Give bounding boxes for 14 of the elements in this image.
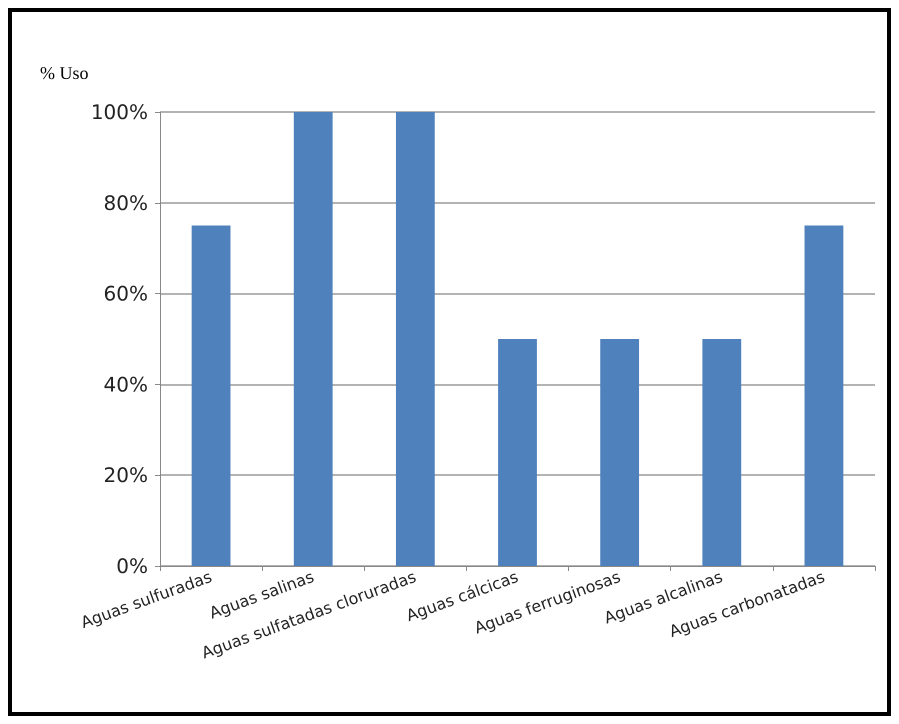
y-tick-label: 80%	[104, 190, 148, 215]
bar	[294, 112, 333, 566]
bar	[498, 339, 537, 566]
bar	[702, 339, 742, 566]
bar	[192, 226, 230, 566]
bar	[600, 339, 640, 566]
y-tick-label: 100%	[90, 100, 148, 124]
bar	[396, 112, 435, 566]
bar	[804, 226, 844, 566]
y-tick-label: 40%	[104, 372, 148, 396]
y-tick-label: 0%	[116, 554, 148, 578]
y-tick-label: 20%	[104, 463, 148, 488]
y-axis-title: % Uso	[40, 63, 88, 83]
y-tick-label: 60%	[104, 282, 148, 306]
